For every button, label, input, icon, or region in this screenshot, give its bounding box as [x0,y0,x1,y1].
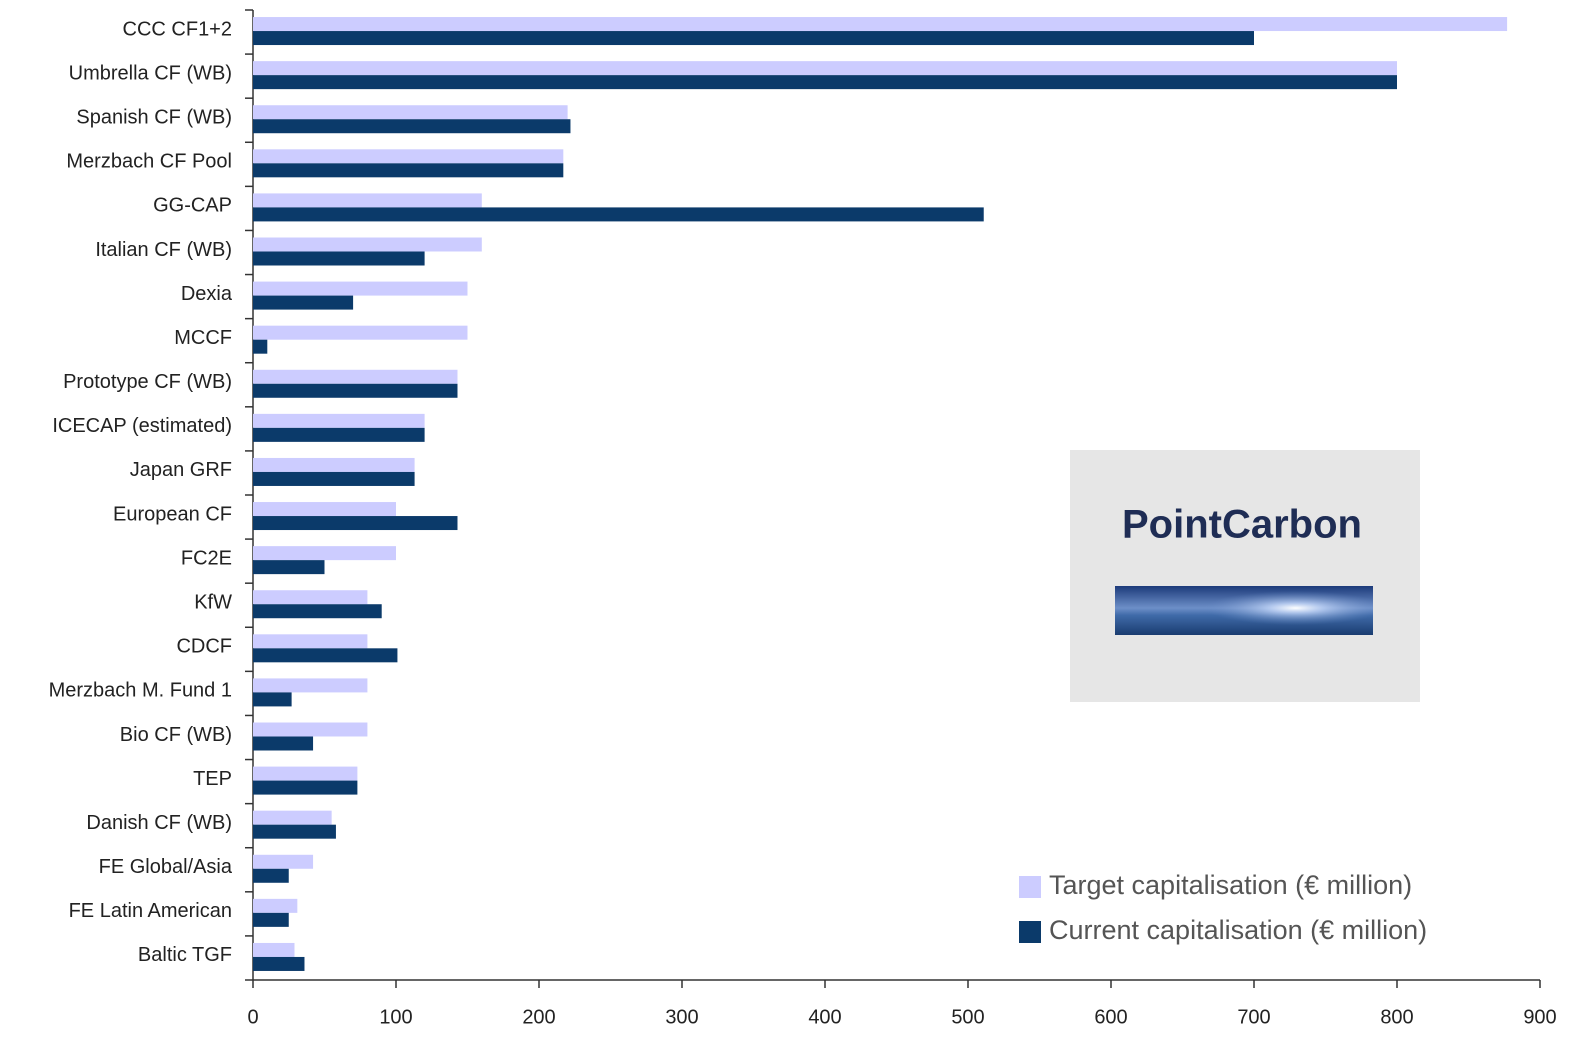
y-tick-label: CCC CF1+2 [123,18,232,40]
bar [253,383,458,398]
bar [253,325,468,340]
bar [253,149,564,164]
bar [253,427,425,442]
y-tick-label: Japan GRF [130,459,232,481]
bar [253,295,354,310]
x-tick-label: 900 [1523,1006,1556,1028]
bar [253,546,396,561]
y-tick-label: KfW [194,592,232,614]
bar [253,956,305,971]
y-tick-label: Merzbach CF Pool [66,151,232,173]
bar [253,163,564,178]
bar [253,678,368,693]
bar [253,281,468,296]
x-tick-label: 300 [665,1006,698,1028]
legend-swatch [1019,921,1041,943]
bar [253,604,382,619]
y-tick-label: GG-CAP [153,195,232,217]
y-tick-label: FC2E [181,547,232,569]
y-tick-label: TEP [193,768,232,790]
bar [253,237,482,252]
bar [253,193,482,208]
bar [253,119,571,134]
x-tick-label: 500 [951,1006,984,1028]
bar [253,413,425,428]
y-tick-label: Baltic TGF [138,944,232,966]
bar [253,780,358,795]
y-tick-label: Danish CF (WB) [86,812,232,834]
x-tick-label: 0 [247,1006,258,1028]
bar [253,824,336,839]
bar [253,457,415,472]
bar [253,207,984,222]
x-tick-label: 700 [1237,1006,1270,1028]
bar [253,912,289,927]
legend-label: Current capitalisation (€ million) [1049,915,1427,945]
x-tick-label: 400 [808,1006,841,1028]
bar [253,942,295,957]
bar [253,736,314,751]
bar [253,868,289,883]
x-tick-label: 600 [1094,1006,1127,1028]
x-tick-label: 800 [1380,1006,1413,1028]
y-tick-label: Dexia [181,283,233,305]
bar [253,766,358,781]
y-tick-label: European CF [113,503,232,525]
y-tick-label: Prototype CF (WB) [63,371,232,393]
logo-glow [1115,586,1373,635]
bar [253,516,458,531]
y-tick-label: Umbrella CF (WB) [69,62,232,84]
legend-label: Target capitalisation (€ million) [1049,870,1412,900]
bar [253,722,368,737]
bar [253,590,368,605]
bar [253,648,398,663]
y-tick-label: MCCF [174,327,232,349]
bar [253,339,268,354]
bar [253,31,1254,46]
bar [253,61,1397,76]
bar [253,810,332,825]
y-tick-label: Italian CF (WB) [95,239,232,261]
bar [253,560,325,575]
bar [253,251,425,266]
legend-swatch [1019,876,1041,898]
bar [253,634,368,649]
bar [253,17,1508,32]
bar [253,369,458,384]
x-tick-label: 200 [522,1006,555,1028]
bar [253,75,1397,90]
bar [253,471,415,486]
logo-text: PointCarbon [1122,503,1362,547]
y-tick-label: FE Global/Asia [99,856,233,878]
logo-box [1070,450,1420,702]
y-tick-label: FE Latin American [69,900,232,922]
y-tick-label: ICECAP (estimated) [52,415,232,437]
bar [253,105,568,120]
bar [253,898,298,913]
y-tick-label: Bio CF (WB) [120,724,232,746]
bar [253,854,314,869]
x-tick-label: 100 [379,1006,412,1028]
bar [253,502,396,517]
y-tick-label: CDCF [176,636,232,658]
bar [253,692,292,707]
y-tick-label: Merzbach M. Fund 1 [49,680,232,702]
y-tick-label: Spanish CF (WB) [76,107,232,129]
